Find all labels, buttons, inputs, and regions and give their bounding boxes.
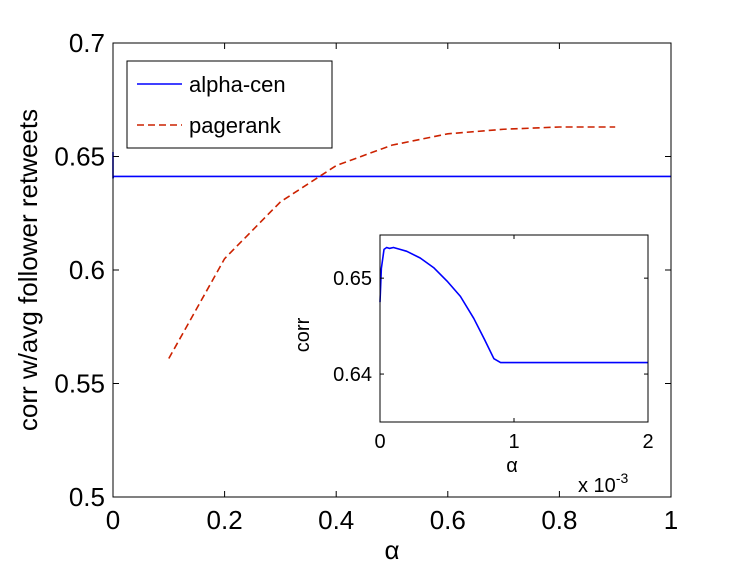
legend-label-pagerank: pagerank <box>189 113 282 138</box>
main-x-tick-label: 0.2 <box>207 505 243 535</box>
legend: alpha-cen pagerank <box>126 60 333 149</box>
inset-series-line0 <box>379 246 648 364</box>
main-x-axis-label: α <box>384 535 399 565</box>
inset-plot: 0 1 2 0.64 0.65 <box>333 234 654 453</box>
main-y-tick-label: 0.5 <box>69 482 105 512</box>
main-x-tick-label: 0.4 <box>318 505 354 535</box>
inset-x-tick-label: 0 <box>374 431 385 453</box>
main-x-tick-label: 0.8 <box>541 505 577 535</box>
main-x-tick-label: 0.6 <box>430 505 466 535</box>
legend-box <box>126 60 333 149</box>
main-series-pagerank <box>168 126 616 359</box>
inset-y-tick-label: 0.64 <box>333 364 372 386</box>
inset-x-tick-label: 2 <box>642 431 653 453</box>
main-y-tick-label: 0.55 <box>54 369 105 399</box>
main-y-axis-label: corr w/avg follower retweets <box>13 109 43 431</box>
main-x-tick-label: 1 <box>664 505 678 535</box>
inset-background <box>380 235 648 422</box>
main-x-tick-label: 0 <box>106 505 120 535</box>
legend-label-alpha-cen: alpha-cen <box>189 72 286 97</box>
inset-x-multiplier: x 10-3 <box>578 470 628 497</box>
main-y-tick-label: 0.6 <box>69 255 105 285</box>
inset-x-tick-label: 1 <box>508 431 519 453</box>
main-y-tick-label: 0.65 <box>54 142 105 172</box>
inset-y-tick-label: 0.65 <box>333 268 372 290</box>
main-y-tick-label: 0.7 <box>69 28 105 58</box>
inset-y-axis-label: corr <box>292 317 314 352</box>
inset-x-axis-label: α <box>506 455 518 477</box>
